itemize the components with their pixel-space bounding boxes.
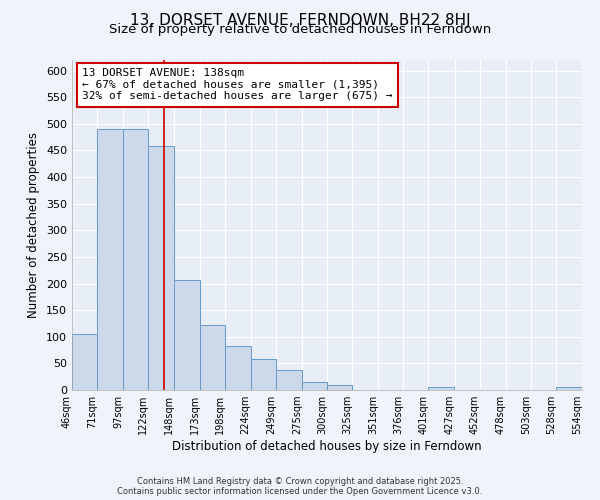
Bar: [302, 382, 327, 390]
Bar: [123, 129, 148, 390]
Y-axis label: Number of detached properties: Number of detached properties: [28, 132, 40, 318]
Bar: [556, 388, 582, 390]
Bar: [175, 280, 200, 390]
Text: Size of property relative to detached houses in Ferndown: Size of property relative to detached ho…: [109, 22, 491, 36]
Text: Contains HM Land Registry data © Crown copyright and database right 2025.
Contai: Contains HM Land Registry data © Crown c…: [118, 476, 482, 496]
Bar: [251, 359, 276, 390]
Text: 13, DORSET AVENUE, FERNDOWN, BH22 8HJ: 13, DORSET AVENUE, FERNDOWN, BH22 8HJ: [130, 12, 470, 28]
Bar: [327, 384, 352, 390]
Bar: [276, 370, 302, 390]
Bar: [97, 129, 123, 390]
X-axis label: Distribution of detached houses by size in Ferndown: Distribution of detached houses by size …: [172, 440, 482, 453]
Bar: [72, 334, 97, 390]
Bar: [199, 325, 224, 390]
Bar: [224, 346, 251, 390]
Text: 13 DORSET AVENUE: 138sqm
← 67% of detached houses are smaller (1,395)
32% of sem: 13 DORSET AVENUE: 138sqm ← 67% of detach…: [82, 68, 392, 102]
Bar: [148, 146, 175, 390]
Bar: [428, 388, 455, 390]
